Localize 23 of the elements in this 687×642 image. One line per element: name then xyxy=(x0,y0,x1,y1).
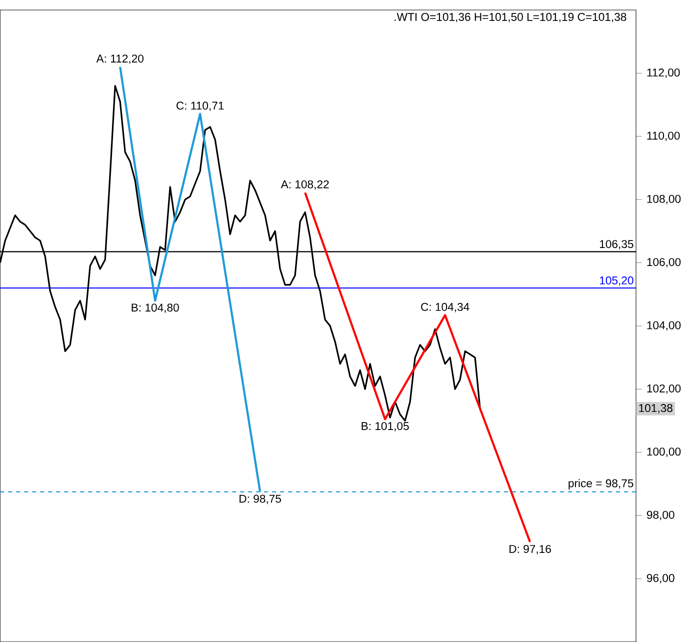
annotation: B: 101,05 xyxy=(362,422,409,432)
y-tick-label: 110,00 xyxy=(647,132,680,142)
y-tick-label: 98,00 xyxy=(646,510,674,520)
annotation: B: 104,80 xyxy=(132,304,179,313)
annotation: A: 112,20 xyxy=(96,54,144,64)
annotation: A: 108,22 xyxy=(280,180,329,190)
y-tick-label: 106,00 xyxy=(647,258,681,268)
text: 101,38 xyxy=(639,404,672,414)
annotation: D: 97,16 xyxy=(510,544,551,554)
annotation: D: 98,75 xyxy=(240,494,282,504)
y-tick-label: 100,00 xyxy=(647,448,681,457)
ref-line-label: 106,35 xyxy=(600,240,634,250)
ref-line-label: 105,20 xyxy=(600,276,634,286)
y-tick-label: 104,00 xyxy=(647,321,681,331)
y-tick-label: 112,00 xyxy=(647,68,680,78)
ref-line-label: price = 98,75 xyxy=(568,478,634,490)
annotation: C: 104,34 xyxy=(421,302,470,312)
y-tick-label: 96,00 xyxy=(646,574,674,584)
y-tick-label: 102,00 xyxy=(647,384,681,394)
y-tick-label: 108,00 xyxy=(647,194,681,204)
annotation: .WTI O=101,36 H=101,50 L=101,19 C=101,38 xyxy=(394,12,626,22)
line-series xyxy=(304,192,532,544)
annotation: C: 110,71 xyxy=(176,102,224,111)
